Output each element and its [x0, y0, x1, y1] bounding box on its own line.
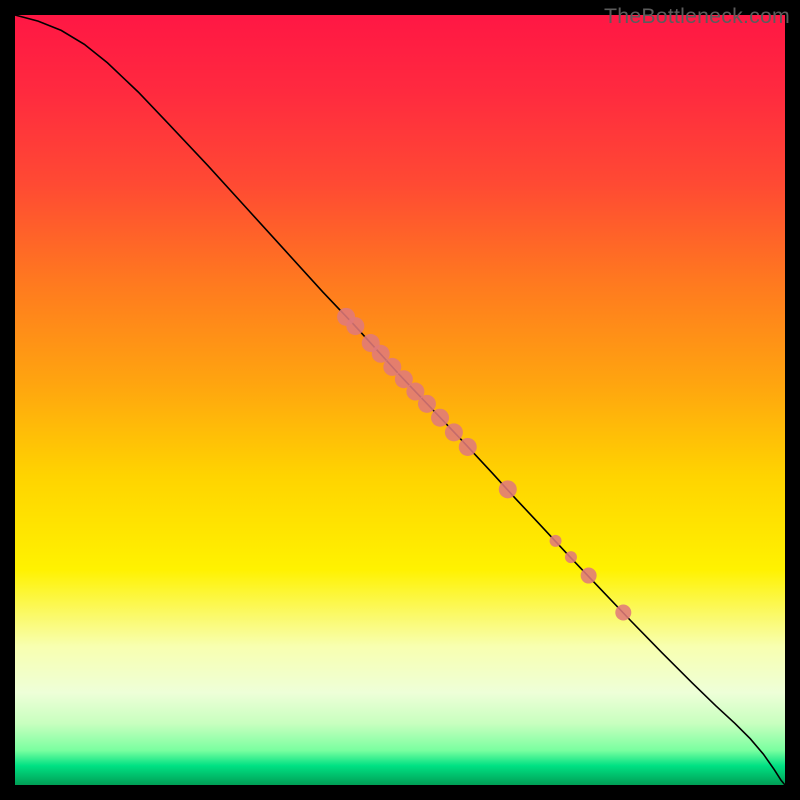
data-marker	[418, 395, 436, 413]
chart-svg	[0, 0, 800, 800]
data-marker	[445, 423, 463, 441]
data-marker	[346, 317, 364, 335]
gradient-background	[15, 15, 785, 785]
data-marker	[499, 480, 517, 498]
data-marker	[550, 535, 562, 547]
data-marker	[459, 438, 477, 456]
data-marker	[581, 568, 597, 584]
data-marker	[565, 551, 577, 563]
data-marker	[431, 409, 449, 427]
watermark-label: TheBottleneck.com	[604, 4, 790, 29]
chart-stage: TheBottleneck.com	[0, 0, 800, 800]
data-marker	[615, 605, 631, 621]
